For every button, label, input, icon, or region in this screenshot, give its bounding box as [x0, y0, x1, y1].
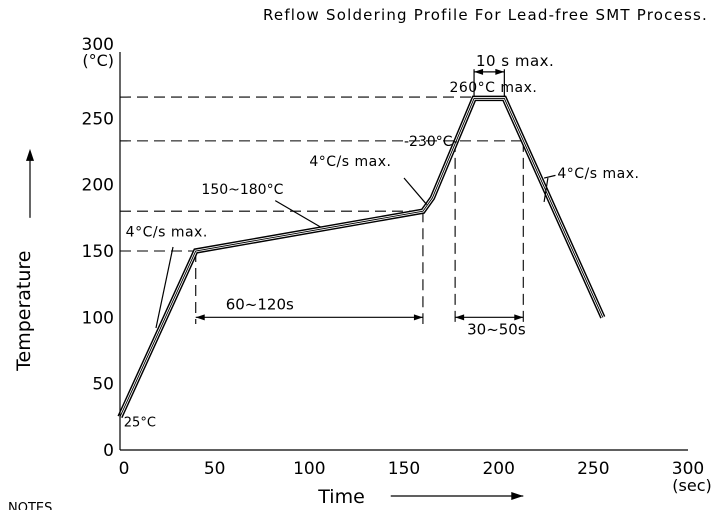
footer-notes: NOTES: [8, 501, 52, 510]
x-unit-label: (sec): [672, 476, 711, 495]
liquidus-time-label: 30~50s: [467, 320, 526, 338]
reference-lines: [120, 69, 524, 324]
y-tick-label: 300: [82, 35, 114, 55]
y-tick-label: 200: [82, 176, 114, 196]
liquidus-time-arrow-head-right: [514, 314, 524, 321]
profile-curve: [117, 95, 606, 418]
peak-time-arrow-head-left: [474, 68, 484, 75]
ramp-down-leader: [543, 174, 556, 179]
peak-time-arrow-head-right: [495, 68, 505, 75]
y-tick-label: 0: [103, 441, 114, 461]
axes: [119, 52, 688, 451]
soak-time-label: 60~120s: [226, 295, 294, 313]
y-tick-label: 50: [92, 375, 114, 395]
ramp-up-leader: [155, 246, 174, 329]
ramp-down-leader-2: [543, 177, 549, 203]
soak-range-leader: [274, 200, 321, 228]
peak-label: 260°C max.: [449, 80, 537, 96]
profile-line-inner: [119, 97, 604, 418]
x-axis-arrowhead: [511, 492, 524, 500]
ramp-down-label: 4°C/s max.: [557, 166, 639, 182]
soak-range-label: 150~180°C: [201, 182, 283, 198]
y-unit-label: (°C): [82, 51, 114, 70]
x-tick-label: 200: [482, 459, 514, 479]
liquidus-label: -230°C-: [404, 134, 458, 150]
x-tick-label: 150: [388, 459, 420, 479]
peak-time-label: 10 s max.: [476, 52, 554, 70]
y-tick-label: 250: [82, 109, 114, 129]
dimension-annotations: [195, 68, 524, 321]
ramp-up-label: 4°C/s max.: [126, 224, 208, 240]
y-axis-arrowhead: [26, 148, 34, 161]
x-tick-label: 100: [293, 459, 325, 479]
x-tick-label: 250: [577, 459, 609, 479]
soak-time-arrow-head-left: [195, 314, 205, 321]
x-tick-label: 50: [204, 459, 226, 479]
text-annotations: Reflow Soldering Profile For Lead-free S…: [8, 6, 708, 510]
x-tick-label: 300: [672, 459, 704, 479]
x-tick-label: 0: [119, 459, 130, 479]
chart-title: Reflow Soldering Profile For Lead-free S…: [263, 6, 708, 24]
liquidus-time-arrow-head-left: [455, 314, 465, 321]
ramp-to-peak-leader: [403, 177, 428, 205]
x-axis-label: Time: [317, 486, 365, 508]
soak-time-arrow-head-right: [413, 314, 423, 321]
y-tick-label: 150: [82, 242, 114, 262]
ramp-to-peak-label: 4°C/s max.: [309, 154, 391, 170]
y-axis-label: Temperature: [13, 251, 35, 372]
start-temp-label: 25°C: [124, 415, 156, 430]
y-tick-label: 100: [82, 308, 114, 328]
